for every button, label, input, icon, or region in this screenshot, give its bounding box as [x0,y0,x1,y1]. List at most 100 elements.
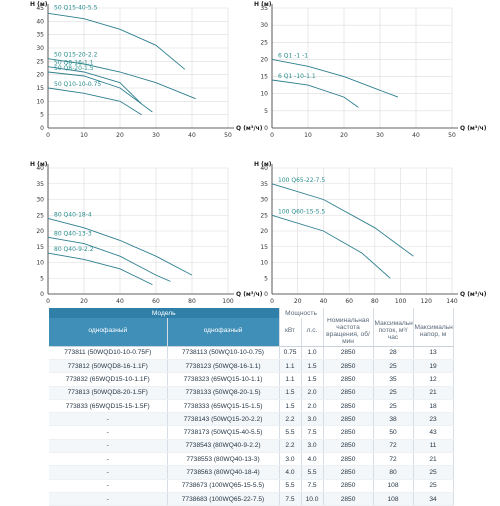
table-cell: 108 [373,479,414,493]
x-tick-label: 60 [152,298,160,305]
x-tick-label: 0 [270,298,274,305]
table-cell: 2850 [323,399,374,414]
table-cell: 23 [413,412,454,427]
table-cell: 2850 [323,465,374,480]
y-tick-label: 45 [36,5,44,12]
table-row: -7738143 (50WQ15-20-2.2) 2.2 3.0 2850 38 23 [49,412,454,427]
y-tick-label: 25 [260,212,268,219]
x-tick-label: 40 [188,132,196,139]
table-header-row-1: Модель Мощность [49,308,454,318]
table-cell: 43 [413,425,454,440]
x-tick-label: 30 [152,132,160,139]
x-tick-label: 120 [421,298,433,305]
y-tick-label: 20 [260,228,268,235]
chart-top-right: 0 5 10 15 20 25 30 35 0 10 20 30 40 50 H (м) Q (м³/ч) 6 … [254,1,487,139]
x-tick-label: 60 [345,298,353,305]
y-tick-label: 20 [36,72,44,79]
x-axis-label: Q (м³/ч) [460,291,487,298]
table-cell: 2850 [323,492,374,506]
series-line [47,71,153,113]
table-cell: 72 [373,452,414,467]
x-tick-label: 80 [188,298,196,305]
subheader: Номинальная частота вращения, об/мин [323,318,374,347]
table-cell: - [49,452,168,467]
series-line [271,79,359,108]
y-tick-label: 35 [260,181,268,188]
y-tick-label: 20 [36,228,44,235]
series-label: 6 Q1 -1 -1 [278,52,308,59]
table-cell: 773812 (50WQD8-16-1.1F) [49,359,168,374]
series-label: 80 Q40-9-2.2 [54,246,94,253]
table-cell: 773833 (65WQD15-15-1.5F) [49,399,168,414]
table-cell: - [49,465,168,480]
table-cell: 72 [373,439,414,454]
table-row: -7738553 (80WQ40-13-3) 3.0 4.0 2850 72 21 [49,452,454,467]
y-tick-label: 5 [264,275,268,282]
series-label: 50 Q15-20-2.2 [54,52,98,59]
table-cell: - [49,492,168,506]
table-cell: 25 [413,479,454,493]
x-tick-label: 20 [116,132,124,139]
x-tick-label: 100 [222,298,234,305]
y-tick-label: 15 [36,85,44,92]
series-label: 50 Q8-16-1.1 [54,60,94,67]
table-cell: 2850 [323,359,374,374]
spec-table: Модель Мощность однофазный однофазный кВ… [49,308,454,506]
x-tick-label: 80 [371,298,379,305]
table-cell: 18 [413,399,454,414]
y-tick-label: 40 [260,165,268,172]
table-row: -7738673 (100WQ65-15-5.5) 5.5 7.5 2850 108 25 [49,479,454,493]
y-tick-label: 5 [40,275,44,282]
y-tick-label: 0 [264,125,268,132]
series-line [271,183,414,257]
table-cell: 3.0 [301,439,324,454]
y-tick-label: 5 [264,108,268,115]
x-tick-label: 40 [116,298,124,305]
table-cell: 21 [413,386,454,400]
y-tick-label: 25 [36,58,44,65]
table-cell: 7.5 [301,425,324,440]
y-axis-label: H (м) [254,1,272,8]
table-cell: 25 [373,386,414,400]
table-cell: 34 [413,492,454,506]
y-tick-label: 30 [260,197,268,204]
table-cell: 2850 [323,412,374,427]
table-cell: 7738113 (50WQ10-10-0.75) [167,346,280,360]
x-tick-label: 0 [46,132,50,139]
series-line [47,66,142,105]
table-cell: 13 [413,346,454,360]
y-tick-label: 30 [260,22,268,29]
header-model: Модель [49,308,280,318]
header-blank-2 [373,308,414,318]
table-cell: - [49,412,168,427]
table-cell: 2.2 [279,439,302,454]
y-tick-label: 0 [264,291,268,298]
table-cell: 1.5 [301,359,324,374]
table-cell: 4.0 [301,452,324,467]
table-cell: - [49,425,168,440]
series-line [47,87,142,116]
table-cell: 2.0 [301,399,324,414]
x-tick-label: 0 [46,298,50,305]
y-tick-label: 35 [260,5,268,12]
y-axis-label: H (м) [254,161,272,168]
x-tick-label: 40 [412,132,420,139]
x-tick-label: 30 [376,132,384,139]
series-label: 80 Q40-18-4 [54,211,92,218]
table-cell: - [49,479,168,493]
table-cell: 773813 (50WQD8-20-1.5F) [49,386,168,400]
table-cell: 19 [413,359,454,374]
y-tick-label: 30 [36,197,44,204]
table-cell: 4.0 [279,465,302,480]
x-tick-label: 0 [270,132,274,139]
series-label: 100 Q60-15-5.5 [278,208,325,215]
series-line [47,252,153,286]
y-tick-label: 0 [40,291,44,298]
y-tick-label: 30 [36,45,44,52]
y-axis-label: H (м) [30,161,48,168]
y-tick-label: 10 [260,91,268,98]
table-cell: 2850 [323,372,374,387]
table-cell: 80 [373,465,414,480]
series-label: 50 Q8-20-1.5 [54,65,94,72]
